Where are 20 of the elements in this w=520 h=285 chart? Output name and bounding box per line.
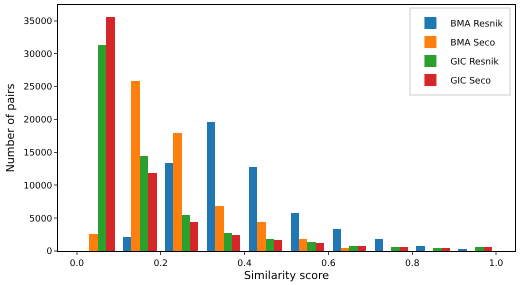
legend-label: GIC Resnik (450, 57, 500, 68)
y-tick-label: 0 (46, 247, 52, 258)
y-tick-label: 25000 (24, 82, 52, 93)
legend-label: BMA Resnik (450, 19, 504, 30)
x-axis-title: Similarity score (244, 268, 330, 282)
x-tick-label: 0.2 (154, 258, 168, 269)
y-tick-label: 5000 (29, 214, 52, 224)
legend-label: BMA Seco (450, 38, 496, 48)
y-tick-label: 10000 (24, 181, 52, 192)
x-tick-label: 0.8 (405, 258, 420, 269)
x-tick-label: 0.6 (321, 258, 336, 269)
y-tick-label: 15000 (24, 148, 52, 158)
x-tick-label: 1.0 (488, 258, 504, 269)
y-tick-label: 35000 (24, 16, 52, 27)
legend-label: GIC Seco (450, 76, 492, 86)
x-tick-label: 0.4 (237, 258, 252, 269)
y-tick-label: 20000 (24, 116, 52, 126)
y-tick-label: 30000 (24, 50, 52, 60)
y-axis-title: Number of pairs (4, 83, 18, 172)
x-tick-label: 0.0 (70, 258, 84, 269)
